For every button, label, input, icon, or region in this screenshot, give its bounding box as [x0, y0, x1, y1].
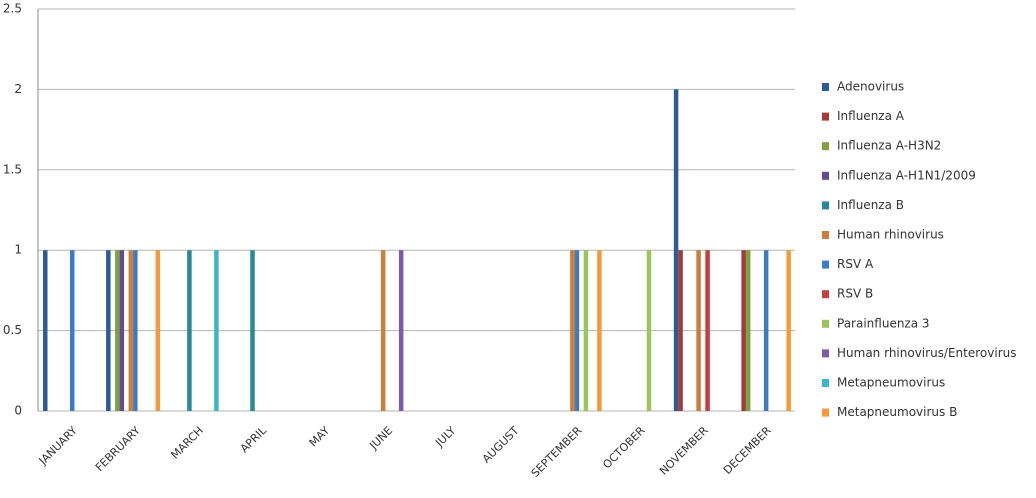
legend-label: RSV A [837, 257, 874, 271]
bar [574, 250, 580, 411]
legend-swatch [822, 290, 829, 299]
legend-swatch [822, 408, 829, 417]
bar [705, 250, 710, 411]
legend-swatch [822, 142, 829, 151]
legend-swatch [822, 231, 829, 239]
legend-label: Metapneumovirus B [837, 405, 957, 419]
legend-swatch [822, 260, 829, 269]
legend-label: Human rhinovirus/Enterovirus [837, 346, 1016, 360]
bar [646, 250, 652, 411]
bar [786, 250, 791, 411]
y-tick-label: 0.5 [3, 323, 22, 337]
legend-swatch [822, 379, 829, 387]
bar [597, 250, 602, 411]
legend-swatch [822, 201, 829, 210]
bar [115, 250, 120, 411]
x-tick-label: DECEMBER [721, 424, 774, 477]
x-tick-label: APRIL [238, 423, 270, 455]
bar [155, 250, 161, 411]
legend-label: Influenza A [837, 109, 905, 123]
bar [214, 250, 219, 411]
x-tick-label: MARCH [168, 424, 206, 462]
legend-swatch [822, 319, 829, 328]
bar [741, 250, 746, 411]
legend-swatch [822, 112, 829, 121]
y-tick-label: 2.5 [3, 2, 22, 16]
x-tick-label: JULY [432, 424, 458, 450]
bar [250, 250, 255, 411]
bar [380, 250, 386, 411]
legend-label: Influenza B [837, 198, 904, 212]
x-tick-label: OCTOBER [600, 424, 648, 472]
legend-label: Influenza A-H3N2 [837, 139, 941, 153]
bar [398, 250, 404, 411]
bar [187, 250, 192, 411]
bar [119, 250, 125, 411]
x-tick-label: FEBRUARY [93, 424, 143, 474]
x-tick-label: NOVEMBER [657, 424, 711, 478]
x-tick-label: SEPTEMBER [529, 424, 585, 480]
bar [745, 250, 751, 411]
bar [583, 250, 589, 411]
y-tick-label: 2 [14, 82, 22, 96]
legend-swatch [822, 349, 829, 358]
bar [673, 89, 679, 412]
y-tick-label: 1 [14, 243, 22, 257]
legend-label: Adenovirus [837, 80, 904, 94]
bar [106, 250, 111, 411]
bar [570, 250, 575, 411]
bar [696, 250, 701, 411]
legend-label: Parainfluenza 3 [837, 316, 930, 330]
x-tick-label: JUNE [367, 424, 396, 453]
legend-label: RSV B [837, 287, 873, 301]
x-tick-label: AUGUST [480, 424, 522, 466]
y-tick-label: 0 [14, 404, 22, 418]
y-tick-label: 1.5 [3, 162, 22, 176]
legend-label: Metapneumovirus [837, 376, 945, 390]
bar [128, 250, 134, 411]
bar [678, 250, 683, 411]
legend-swatch [822, 83, 829, 91]
legend-label: Human rhinovirus [837, 228, 944, 242]
bar [43, 250, 48, 411]
legend-swatch [822, 171, 829, 180]
x-tick-label: MAY [307, 424, 333, 450]
x-tick-label: JANUARY [36, 424, 80, 468]
bar [133, 250, 138, 411]
bar [763, 250, 769, 411]
bar [70, 250, 75, 411]
legend-label: Influenza A-H1N1/2009 [837, 168, 976, 182]
